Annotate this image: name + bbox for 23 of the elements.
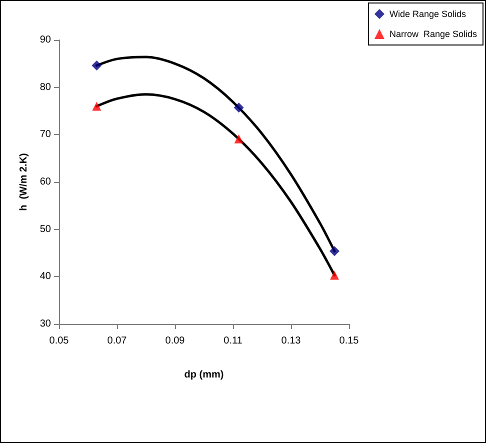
x-tick-label: 0.13	[281, 336, 302, 346]
y-axis-title: h (W/m 2.K)	[18, 153, 30, 211]
y-tick-label: 90	[40, 34, 52, 46]
x-tick-label: 0.07	[107, 336, 128, 346]
point	[330, 246, 340, 256]
y-tick-label: 50	[40, 224, 52, 235]
x-axis-title: dp (mm)	[184, 370, 224, 380]
point	[330, 270, 339, 280]
point	[92, 102, 102, 111]
y-tick-label: 40	[40, 271, 52, 282]
legend-label: Narrow Range Solids	[389, 29, 478, 39]
x-tick-label: 0.15	[339, 336, 360, 346]
point	[234, 102, 244, 113]
point	[92, 60, 102, 71]
y-tick-label: 80	[40, 82, 52, 93]
x-tick-label: 0.09	[165, 336, 186, 346]
legend-label: Wide Range Solids	[389, 9, 466, 19]
y-tick-label: 60	[40, 176, 52, 188]
x-tick-label: 0.11	[224, 336, 243, 346]
point	[234, 134, 244, 144]
x-tick-label: 0.05	[49, 336, 70, 346]
y-tick-label: 30	[40, 318, 52, 330]
y-tick-label: 70	[40, 129, 52, 140]
